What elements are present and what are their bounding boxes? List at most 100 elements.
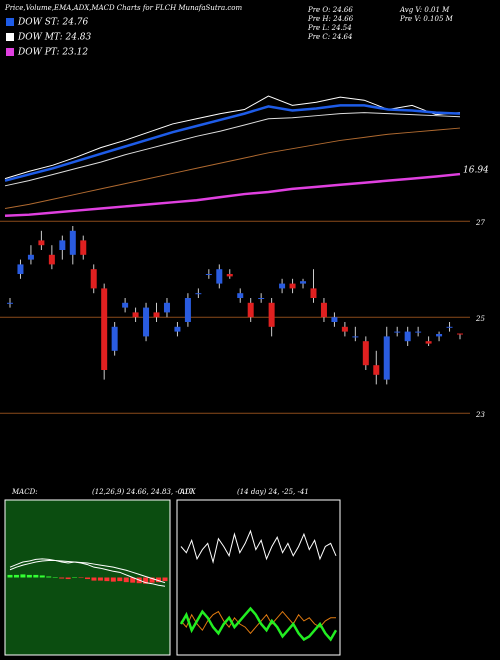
ema-line bbox=[4, 104, 461, 182]
macd-hist bbox=[65, 577, 71, 580]
candle-body bbox=[226, 274, 233, 277]
macd-label: MACD: bbox=[11, 488, 38, 496]
y-tick-label: 23 bbox=[475, 411, 485, 419]
chart-title: Price,Volume,EMA,ADX,MACD Charts for FLC… bbox=[4, 4, 243, 12]
macd-hist bbox=[97, 577, 103, 581]
candle-body bbox=[122, 302, 129, 308]
end-label: 16.94 bbox=[463, 166, 489, 176]
macd-hist bbox=[123, 577, 129, 583]
ema-line bbox=[4, 112, 461, 187]
macd-hist bbox=[39, 575, 45, 578]
candle-body bbox=[111, 326, 118, 351]
candle-body bbox=[310, 288, 317, 298]
macd-hist bbox=[110, 577, 116, 582]
candle-body bbox=[383, 336, 390, 380]
ema-line bbox=[4, 172, 461, 217]
macd-hist bbox=[91, 577, 97, 581]
macd-hist bbox=[26, 574, 32, 578]
macd-hist bbox=[117, 577, 123, 582]
macd-hist bbox=[104, 577, 110, 582]
macd-params: (12,26,9) 24.66, 24.83, -0.17 bbox=[92, 488, 194, 496]
legend-swatch bbox=[6, 33, 14, 41]
candle-body bbox=[279, 283, 286, 289]
info-text: Pre O: 24.66 bbox=[307, 6, 353, 14]
candle-body bbox=[38, 240, 45, 246]
info-text: Avg V: 0.01 M bbox=[399, 6, 450, 14]
macd-hist bbox=[72, 577, 78, 578]
candle-body bbox=[184, 298, 191, 322]
candle-body bbox=[132, 312, 139, 318]
adx-panel bbox=[176, 499, 341, 656]
candle-body bbox=[436, 334, 443, 337]
candle-body bbox=[69, 230, 76, 255]
candle-body bbox=[59, 240, 66, 250]
macd-line bbox=[9, 558, 166, 587]
candle-body bbox=[153, 312, 160, 318]
candle-body bbox=[174, 326, 181, 332]
adx-green bbox=[179, 606, 338, 642]
macd-hist bbox=[59, 577, 65, 579]
candle-body bbox=[300, 281, 307, 284]
macd-hist bbox=[46, 576, 52, 578]
legend-label: DOW MT: 24.83 bbox=[17, 33, 92, 43]
macd-hist bbox=[13, 574, 19, 578]
candle-body bbox=[205, 274, 212, 275]
candle-body bbox=[143, 307, 150, 337]
legend-swatch bbox=[6, 18, 14, 26]
adx-plus bbox=[180, 529, 337, 564]
macd-hist bbox=[52, 577, 58, 578]
candle-body bbox=[80, 240, 87, 255]
candle-body bbox=[373, 365, 380, 375]
candle-body bbox=[289, 283, 296, 289]
legend-swatch bbox=[6, 48, 14, 56]
macd-hist bbox=[156, 577, 162, 583]
ema-line bbox=[4, 127, 461, 209]
legend-label: DOW ST: 24.76 bbox=[17, 18, 88, 28]
candle-body bbox=[320, 302, 327, 318]
y-tick-label: 27 bbox=[475, 219, 485, 227]
macd-hist bbox=[85, 577, 90, 580]
candle-body bbox=[27, 254, 34, 260]
y-tick-label: 25 bbox=[475, 315, 485, 323]
candle-body bbox=[17, 264, 24, 274]
candle-body bbox=[362, 341, 369, 366]
candle-body bbox=[195, 293, 202, 295]
candle-body bbox=[237, 293, 244, 298]
macd-hist bbox=[130, 577, 136, 583]
adx-label: ADX bbox=[179, 488, 197, 496]
macd-hist bbox=[33, 574, 39, 578]
candle-body bbox=[341, 326, 348, 332]
candle-body bbox=[446, 326, 453, 328]
candle-body bbox=[415, 331, 422, 333]
macd-hist bbox=[7, 574, 13, 578]
macd-hist bbox=[149, 577, 155, 583]
candle-body bbox=[258, 298, 265, 299]
candle-body bbox=[163, 302, 170, 313]
macd-hist bbox=[162, 577, 168, 582]
info-text: Pre C: 24.64 bbox=[307, 33, 352, 41]
macd-hist bbox=[78, 577, 84, 579]
adx-params: (14 day) 24, -25, -41 bbox=[237, 488, 309, 496]
info-text: Pre H: 24.66 bbox=[307, 15, 354, 23]
candle-body bbox=[331, 317, 338, 322]
candle-body bbox=[90, 269, 97, 289]
macd-hist bbox=[20, 574, 26, 578]
candle-body bbox=[268, 302, 275, 327]
candle-body bbox=[216, 269, 223, 284]
legend-label: DOW PT: 23.12 bbox=[17, 48, 88, 58]
macd-hist bbox=[143, 577, 149, 584]
candle-body bbox=[247, 302, 254, 318]
candle-body bbox=[7, 302, 13, 304]
candle-body bbox=[352, 336, 359, 338]
candle-body bbox=[101, 288, 108, 370]
candle-body bbox=[404, 331, 411, 342]
adx-orange bbox=[180, 610, 336, 635]
candle-body bbox=[48, 254, 55, 265]
candle-body bbox=[457, 333, 463, 335]
info-text: Pre V: 0.105 M bbox=[399, 15, 454, 23]
info-text: Pre L: 24.54 bbox=[307, 24, 352, 32]
candle-body bbox=[425, 341, 432, 344]
macd-signal bbox=[9, 559, 166, 584]
candle-body bbox=[394, 331, 401, 333]
